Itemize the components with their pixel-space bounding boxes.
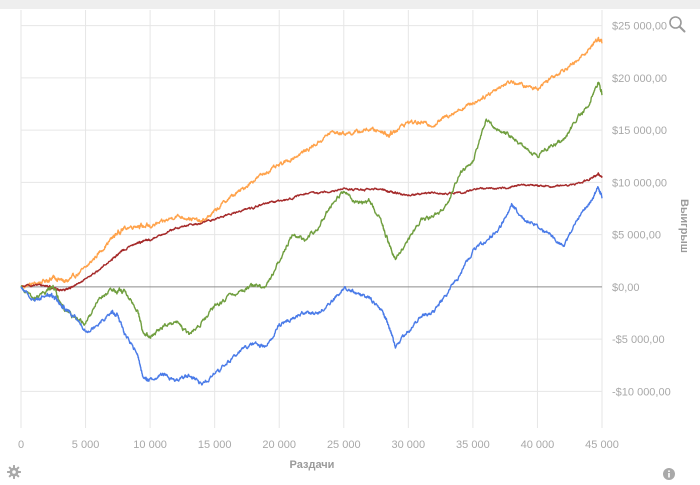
x-tick-label: 10 000 [133,439,167,451]
y-tick-label: $15 000,00 [612,125,667,137]
chart-series [20,36,603,386]
y-tick-label: $5 000,00 [612,230,661,242]
series-line-4 [20,186,603,386]
x-tick-label: 20 000 [262,439,296,451]
series-line-2 [20,172,603,292]
header-strip [0,0,700,9]
x-tick-label: 25 000 [327,439,361,451]
series-line-3 [20,81,603,339]
chart-grid [20,10,603,428]
x-tick-label: 15 000 [198,439,232,451]
x-tick-label: 40 000 [521,439,555,451]
x-tick-label: 30 000 [392,439,426,451]
magnifier-icon[interactable] [668,15,686,33]
x-tick-label: 35 000 [456,439,490,451]
info-icon[interactable] [663,467,675,480]
x-axis-title: Раздачи [290,459,335,471]
y-axis-ticks: $25 000,00 $20 000,00 $15 000,00 $10 000,00… [612,21,671,399]
y-axis-title: Выигрыш [678,199,690,253]
y-tick-label: $0,00 [612,282,640,294]
y-tick-label: $20 000,00 [612,73,667,85]
y-tick-label: $10 000,00 [612,177,667,189]
x-tick-label: 0 [18,439,24,451]
gear-icon[interactable] [7,465,21,479]
x-tick-label: 45 000 [585,439,619,451]
y-tick-label: -$10 000,00 [612,386,671,398]
series-line-1 [20,36,603,289]
x-tick-label: 5 000 [72,439,100,451]
x-axis-ticks: 0 5 000 10 000 15 000 20 000 25 000 30 000 35 0… [18,439,619,451]
y-tick-label: -$5 000,00 [612,334,665,346]
y-tick-label: $25 000,00 [612,21,667,33]
